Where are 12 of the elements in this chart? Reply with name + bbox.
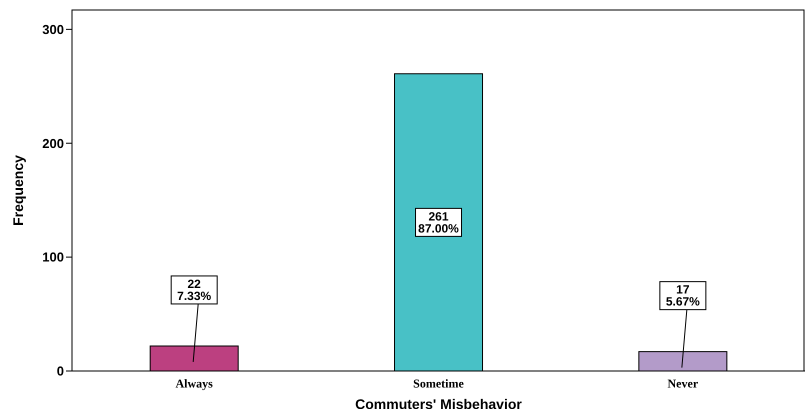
y-tick-label: 200 bbox=[42, 136, 64, 151]
x-tick-label: Never bbox=[668, 376, 699, 391]
x-tick-label: Sometime bbox=[413, 376, 464, 391]
y-axis-title: Frequency bbox=[10, 154, 26, 226]
data-label: 22 7.33% bbox=[177, 276, 212, 303]
y-tick-label: 100 bbox=[42, 250, 64, 265]
data-label: 17 5.67% bbox=[666, 282, 700, 309]
x-axis-title: Commuters' Misbehavior bbox=[355, 396, 522, 412]
y-tick-label: 300 bbox=[42, 22, 64, 37]
x-tick-label: Always bbox=[175, 376, 214, 391]
data-label: 261 87.00% bbox=[418, 209, 460, 236]
y-tick-label: 0 bbox=[56, 364, 64, 379]
